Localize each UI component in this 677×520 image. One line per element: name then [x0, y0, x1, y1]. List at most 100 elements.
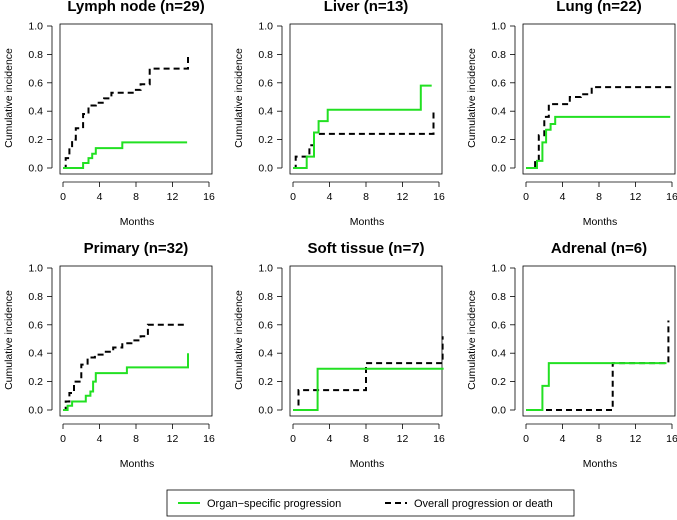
- y-tick-label: 0.0: [491, 405, 506, 417]
- x-tick-label: 4: [97, 433, 103, 445]
- x-tick-label: 12: [397, 191, 409, 203]
- panel: Primary (n=32) 0.0 0.2 0.4 0.6 0.8 1.0 Cumulati…: [3, 240, 215, 470]
- plot-frame: [522, 23, 676, 175]
- x-tick-label: 12: [630, 433, 642, 445]
- y-axis-label: Cumulative incidence: [3, 48, 15, 148]
- organ-specific-progression-line: [526, 115, 671, 169]
- panel: Lung (n=22) 0.0 0.2 0.4 0.6 0.8 1.0 Cumulative …: [466, 0, 677, 228]
- y-tick-label: 1.0: [491, 263, 506, 275]
- x-tick-label: 8: [596, 191, 602, 203]
- x-tick-label: 8: [133, 191, 139, 203]
- legend-label: Overall progression or death: [414, 498, 553, 510]
- panel-title: Primary (n=32): [84, 240, 189, 257]
- y-tick-label: 1.0: [258, 21, 273, 33]
- overall-progression-line: [293, 336, 444, 411]
- x-tick-label: 4: [327, 433, 333, 445]
- y-tick-label: 0.0: [258, 405, 273, 417]
- x-tick-label: 0: [290, 433, 296, 445]
- x-tick-label: 16: [433, 191, 445, 203]
- plot-frame: [289, 265, 443, 417]
- y-tick-label: 0.4: [258, 348, 273, 360]
- x-tick-label: 8: [133, 433, 139, 445]
- y-tick-label: 0.6: [258, 319, 273, 331]
- y-tick-label: 0.4: [491, 106, 506, 118]
- organ-specific-progression-line: [526, 362, 667, 411]
- y-tick-label: 0.0: [28, 405, 43, 417]
- organ-specific-progression-line: [63, 141, 188, 169]
- panel: Adrenal (n=6) 0.0 0.2 0.4 0.6 0.8 1.0 Cumulativ…: [466, 240, 677, 470]
- y-tick-label: 0.2: [28, 134, 43, 146]
- x-axis-label: Months: [350, 458, 384, 470]
- y-tick-label: 0.6: [28, 77, 43, 89]
- x-tick-label: 4: [97, 191, 103, 203]
- y-tick-label: 0.4: [491, 348, 506, 360]
- x-axis-label: Months: [583, 458, 617, 470]
- x-tick-label: 4: [327, 191, 333, 203]
- legend-label: Organ−specific progression: [207, 498, 341, 510]
- y-axis-label: Cumulative incidence: [466, 48, 478, 148]
- y-tick-label: 0.8: [28, 291, 43, 303]
- x-tick-label: 16: [666, 191, 677, 203]
- panel: Liver (n=13) 0.0 0.2 0.4 0.6 0.8 1.0 Cumulative…: [233, 0, 445, 228]
- panel-title: Liver (n=13): [324, 0, 409, 15]
- y-tick-label: 0.8: [258, 291, 273, 303]
- panels: Lymph node (n=29) 0.0 0.2 0.4 0.6 0.8 1.0 Cumul…: [3, 0, 677, 470]
- y-tick-label: 0.4: [258, 106, 273, 118]
- x-tick-label: 16: [203, 433, 215, 445]
- x-axis-label: Months: [583, 216, 617, 228]
- plot-frame: [59, 265, 213, 417]
- organ-specific-progression-line: [293, 84, 432, 169]
- panel-title: Lung (n=22): [556, 0, 641, 15]
- x-tick-label: 12: [630, 191, 642, 203]
- x-tick-label: 8: [596, 433, 602, 445]
- y-tick-label: 0.2: [491, 134, 506, 146]
- y-tick-label: 0.2: [258, 134, 273, 146]
- x-tick-label: 4: [560, 433, 566, 445]
- y-tick-label: 0.2: [28, 376, 43, 388]
- y-tick-label: 0.6: [491, 319, 506, 331]
- x-tick-label: 0: [523, 191, 529, 203]
- x-tick-label: 16: [203, 191, 215, 203]
- organ-specific-progression-line: [63, 353, 189, 411]
- y-axis-label: Cumulative incidence: [466, 290, 478, 390]
- y-tick-label: 1.0: [258, 263, 273, 275]
- x-tick-label: 16: [666, 433, 677, 445]
- y-tick-label: 1.0: [491, 21, 506, 33]
- y-axis-label: Cumulative incidence: [233, 290, 245, 390]
- x-tick-label: 4: [560, 191, 566, 203]
- y-tick-label: 0.6: [258, 77, 273, 89]
- x-tick-label: 0: [60, 433, 66, 445]
- y-tick-label: 0.0: [491, 163, 506, 175]
- x-tick-label: 8: [363, 191, 369, 203]
- y-axis-label: Cumulative incidence: [3, 290, 15, 390]
- overall-progression-line: [63, 53, 189, 169]
- y-tick-label: 0.0: [28, 163, 43, 175]
- y-tick-label: 1.0: [28, 21, 43, 33]
- y-tick-label: 0.4: [28, 106, 43, 118]
- y-tick-label: 0.2: [258, 376, 273, 388]
- x-tick-label: 12: [397, 433, 409, 445]
- y-tick-label: 0.8: [258, 49, 273, 61]
- x-tick-label: 0: [60, 191, 66, 203]
- panel-title: Lymph node (n=29): [67, 0, 204, 15]
- panel-title: Adrenal (n=6): [551, 240, 647, 257]
- x-tick-label: 0: [523, 433, 529, 445]
- plot-frame: [289, 23, 443, 175]
- y-tick-label: 0.6: [28, 319, 43, 331]
- y-tick-label: 0.4: [28, 348, 43, 360]
- legend-box: [166, 489, 575, 517]
- x-tick-label: 12: [167, 433, 179, 445]
- x-tick-label: 16: [433, 433, 445, 445]
- y-axis-label: Cumulative incidence: [233, 48, 245, 148]
- overall-progression-line: [526, 320, 670, 411]
- legend: Organ−specific progression Overall progre…: [166, 489, 575, 517]
- y-tick-label: 1.0: [28, 263, 43, 275]
- x-axis-label: Months: [120, 216, 154, 228]
- organ-specific-progression-line: [293, 367, 444, 411]
- x-tick-label: 0: [290, 191, 296, 203]
- y-tick-label: 0.8: [491, 291, 506, 303]
- plot-frame: [59, 23, 213, 175]
- overall-progression-line: [526, 84, 672, 169]
- panel-title: Soft tissue (n=7): [307, 240, 424, 257]
